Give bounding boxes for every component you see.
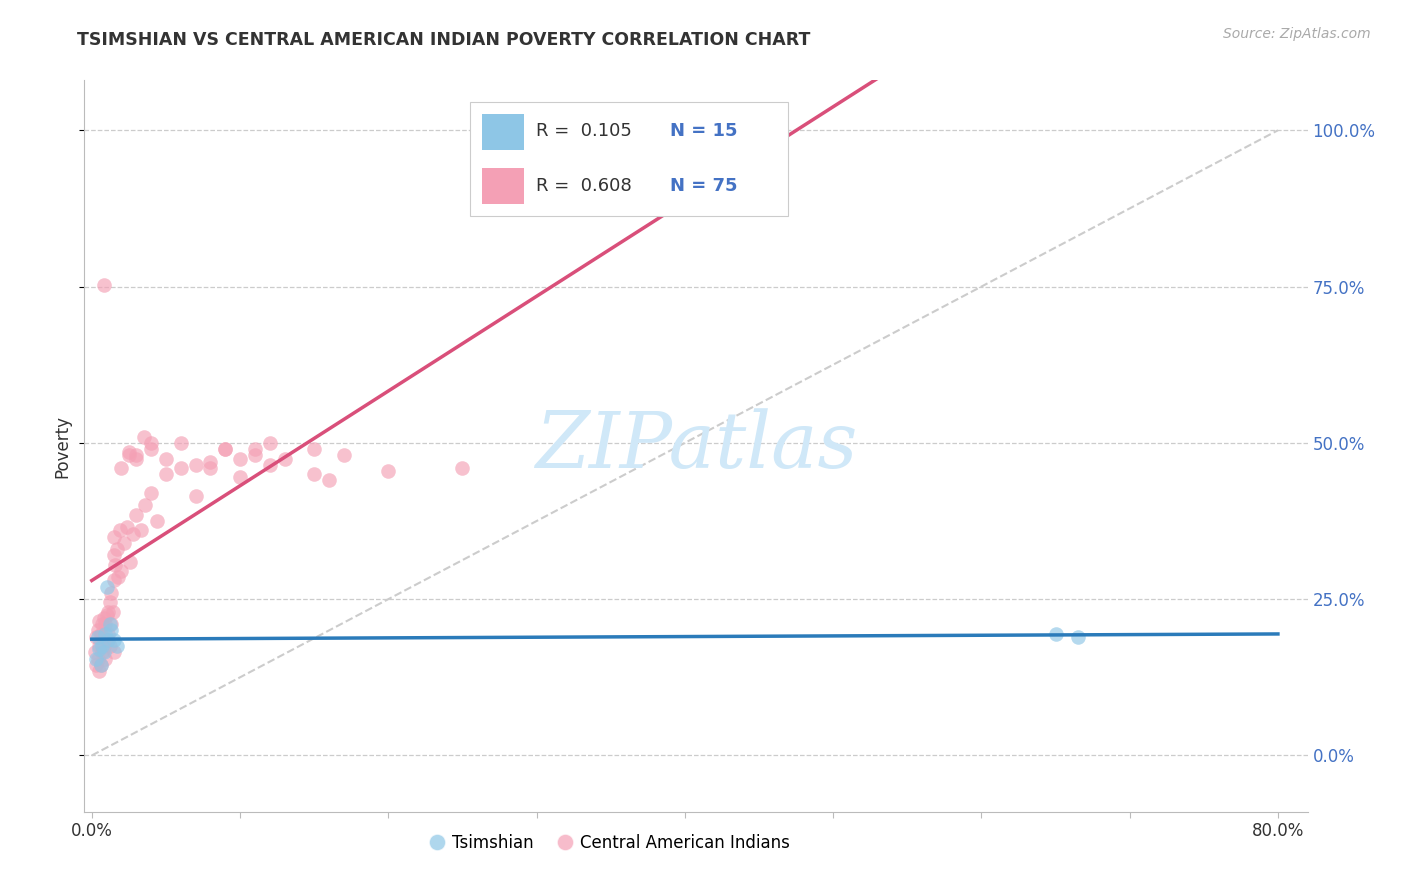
Point <box>101 605 124 619</box>
Point <box>96 607 118 622</box>
Point <box>94 651 117 665</box>
Point <box>125 449 148 463</box>
Point <box>155 467 177 482</box>
Point <box>118 445 141 459</box>
Point <box>451 461 474 475</box>
Point <box>129 524 152 538</box>
Point <box>89 614 111 628</box>
Point <box>100 586 122 600</box>
Point <box>139 442 162 457</box>
Point <box>98 617 121 632</box>
Point <box>103 574 125 588</box>
Point <box>104 558 127 572</box>
Point <box>170 435 193 450</box>
Point <box>200 455 222 469</box>
Point <box>84 630 107 644</box>
Point <box>117 520 139 534</box>
Point <box>97 626 120 640</box>
Point <box>94 626 117 640</box>
Point <box>139 435 162 450</box>
Point <box>103 632 125 647</box>
Point <box>94 617 117 632</box>
Point <box>100 617 122 632</box>
Point <box>146 514 169 528</box>
Point <box>259 458 281 472</box>
Point <box>84 657 107 672</box>
Point <box>214 442 236 457</box>
Point <box>84 651 107 665</box>
Point <box>89 639 111 653</box>
Point <box>103 530 125 544</box>
Point <box>125 508 148 522</box>
Point <box>105 542 128 557</box>
Point <box>93 639 115 653</box>
Point <box>184 458 207 472</box>
Point <box>91 617 114 632</box>
Point <box>89 642 111 657</box>
Point <box>108 524 131 538</box>
Point <box>377 464 399 478</box>
Point <box>93 645 115 659</box>
Point <box>243 449 266 463</box>
Point <box>83 645 105 659</box>
Point <box>118 449 141 463</box>
Point <box>86 651 108 665</box>
Point <box>134 499 156 513</box>
Point <box>86 624 108 638</box>
Point <box>93 278 115 293</box>
Point <box>107 570 129 584</box>
Y-axis label: Poverty: Poverty <box>53 415 72 477</box>
Point <box>1045 626 1067 640</box>
Point <box>90 626 112 640</box>
Point <box>96 632 118 647</box>
Point <box>243 442 266 457</box>
Text: TSIMSHIAN VS CENTRAL AMERICAN INDIAN POVERTY CORRELATION CHART: TSIMSHIAN VS CENTRAL AMERICAN INDIAN POV… <box>77 31 811 49</box>
Point <box>229 451 252 466</box>
Point <box>273 451 295 466</box>
Point <box>98 595 121 609</box>
Point <box>302 442 325 457</box>
Point <box>302 467 325 482</box>
Point <box>200 461 222 475</box>
Point <box>89 664 111 678</box>
Point <box>122 526 145 541</box>
Point <box>90 657 112 672</box>
Point <box>170 461 193 475</box>
Point <box>93 611 115 625</box>
Point <box>100 624 122 638</box>
Point <box>96 580 118 594</box>
Point <box>333 449 356 463</box>
Point <box>110 461 132 475</box>
Text: ZIPatlas: ZIPatlas <box>534 408 858 484</box>
Point <box>155 451 177 466</box>
Point <box>98 639 121 653</box>
Point <box>91 639 114 653</box>
Point <box>90 657 112 672</box>
Point <box>105 639 128 653</box>
Point <box>103 645 125 659</box>
Point <box>97 632 120 647</box>
Point <box>110 564 132 578</box>
Point <box>103 549 125 563</box>
Point <box>132 429 155 443</box>
Point <box>229 470 252 484</box>
Point <box>112 536 135 550</box>
Point <box>214 442 236 457</box>
Point <box>120 555 142 569</box>
Text: Source: ZipAtlas.com: Source: ZipAtlas.com <box>1223 27 1371 41</box>
Point <box>86 630 108 644</box>
Point <box>125 451 148 466</box>
Point <box>259 435 281 450</box>
Point <box>184 489 207 503</box>
Legend: Tsimshian, Central American Indians: Tsimshian, Central American Indians <box>423 827 797 858</box>
Point <box>139 486 162 500</box>
Point <box>1067 630 1090 644</box>
Point <box>97 605 120 619</box>
Point <box>91 645 114 659</box>
Point <box>318 474 340 488</box>
